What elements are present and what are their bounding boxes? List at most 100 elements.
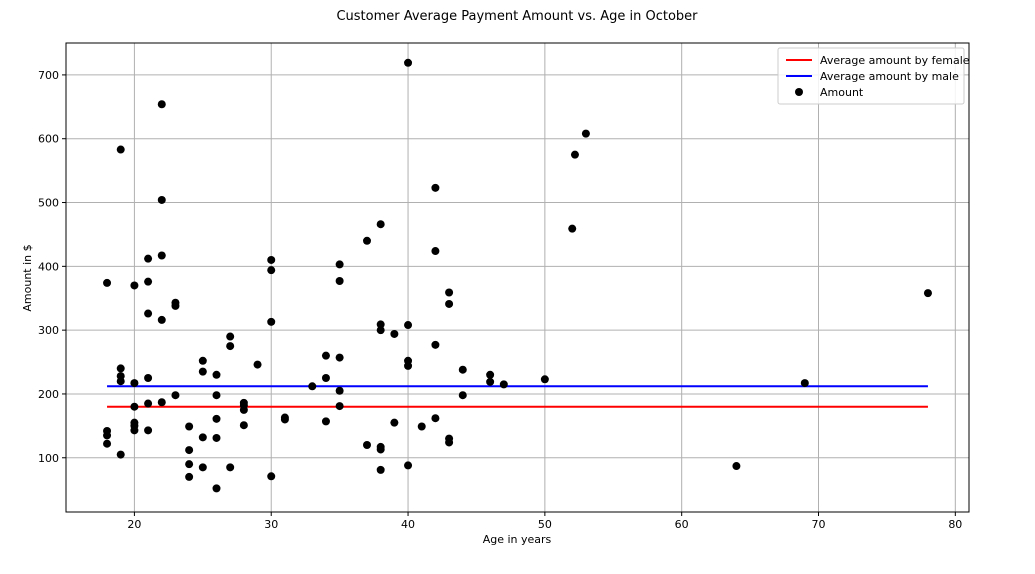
y-axis-label: Amount in $ (21, 244, 34, 311)
y-tick-label: 200 (38, 388, 59, 401)
scatter-point (239, 421, 248, 430)
scatter-point (212, 391, 221, 400)
scatter-point (198, 367, 207, 376)
scatter-point (458, 391, 467, 400)
scatter-point (363, 236, 371, 245)
scatter-point (130, 402, 139, 411)
scatter-point (185, 460, 194, 469)
scatter-point (923, 289, 932, 298)
scatter-point (130, 379, 139, 388)
scatter-point (335, 260, 344, 269)
legend-label: Amount (820, 86, 864, 99)
y-tick-label: 600 (38, 133, 59, 146)
scatter-point (212, 414, 221, 423)
scatter-point (198, 433, 207, 442)
scatter-point (185, 422, 194, 431)
x-axis-ticks: 20 30 40 50 60 70 80 (127, 512, 962, 531)
scatter-point (171, 301, 180, 310)
scatter-point (540, 375, 549, 384)
scatter-point (212, 433, 221, 442)
legend-label: Average amount by female (820, 54, 970, 67)
average-lines (107, 385, 928, 408)
scatter-point (226, 463, 235, 472)
legend-box (777, 47, 965, 105)
grid-lines (66, 43, 969, 512)
scatter-point (321, 417, 330, 426)
scatter-point (499, 380, 508, 389)
x-axis-label: Age in years (483, 533, 552, 546)
scatter-point (226, 342, 235, 351)
scatter-point (116, 145, 125, 154)
scatter-point (280, 415, 289, 424)
scatter-point (144, 254, 153, 263)
scatter-point (390, 329, 399, 338)
scatter-point (116, 364, 125, 373)
scatter-point (198, 463, 207, 472)
scatter-point (185, 446, 194, 455)
scatter-point (171, 391, 180, 400)
scatter-point (335, 277, 344, 286)
data-points (103, 58, 932, 493)
scatter-point (239, 405, 248, 414)
scatter-point (198, 356, 207, 365)
scatter-point (308, 382, 317, 391)
scatter-point (103, 439, 112, 448)
y-tick-label: 300 (38, 324, 59, 337)
x-tick-label: 40 (401, 518, 415, 531)
scatter-point (568, 224, 577, 233)
chart-title: Customer Average Payment Amount vs. Age … (336, 9, 698, 24)
scatter-point (157, 315, 166, 324)
scatter-point (417, 422, 426, 431)
plot-area (65, 42, 970, 513)
x-tick-label: 60 (675, 518, 689, 531)
scatter-point (144, 374, 153, 382)
scatter-point (376, 465, 385, 474)
scatter-point (267, 255, 276, 264)
scatter-point (157, 398, 166, 407)
x-tick-label: 70 (812, 518, 826, 531)
scatter-point (226, 332, 235, 341)
scatter-point (157, 100, 166, 109)
scatter-point (404, 361, 413, 370)
scatter-point (157, 251, 166, 260)
scatter-point (103, 278, 112, 287)
scatter-point (486, 370, 495, 379)
legend-label: Average amount by male (820, 70, 959, 83)
scatter-point (431, 340, 440, 349)
scatter-point (376, 445, 385, 454)
scatter-point (116, 450, 125, 459)
scatter-point (144, 309, 153, 318)
scatter-point (376, 326, 385, 335)
scatter-point (445, 288, 454, 297)
scatter-point (157, 195, 166, 204)
scatter-point (732, 462, 741, 471)
scatter-point (486, 377, 495, 386)
x-tick-label: 80 (948, 518, 962, 531)
x-tick-label: 50 (538, 518, 552, 531)
scatter-point (116, 377, 125, 386)
y-axis-ticks: 100 200 300 400 500 600 700 (38, 69, 66, 465)
scatter-point (335, 402, 344, 411)
scatter-point (335, 386, 344, 395)
legend-marker (795, 88, 803, 96)
scatter-point (404, 461, 413, 470)
scatter-point (800, 379, 809, 388)
legend: Average amount by female Average amount b… (777, 47, 970, 105)
scatter-point (321, 351, 330, 360)
scatter-point (212, 370, 221, 379)
scatter-point (253, 360, 262, 369)
scatter-point (267, 472, 276, 481)
scatter-point (130, 426, 139, 435)
scatter-point (431, 414, 440, 423)
scatter-point (212, 484, 221, 493)
scatter-point (570, 150, 579, 159)
y-tick-label: 100 (38, 452, 59, 465)
scatter-point (185, 472, 194, 481)
y-tick-label: 500 (38, 197, 59, 210)
scatter-point (431, 247, 440, 256)
x-tick-label: 30 (264, 518, 278, 531)
scatter-point (458, 365, 467, 374)
scatter-point (431, 183, 440, 192)
scatter-point (390, 418, 399, 427)
